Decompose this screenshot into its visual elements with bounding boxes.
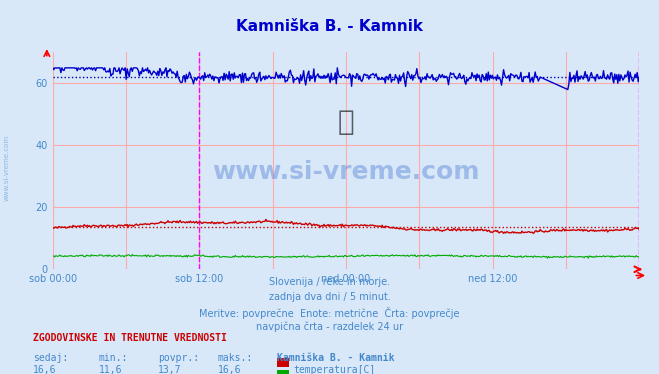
Text: 16,6: 16,6 [33,365,57,374]
Text: ZGODOVINSKE IN TRENUTNE VREDNOSTI: ZGODOVINSKE IN TRENUTNE VREDNOSTI [33,333,227,343]
Text: navpična črta - razdelek 24 ur: navpična črta - razdelek 24 ur [256,322,403,332]
Text: Kamniška B. - Kamnik: Kamniška B. - Kamnik [236,19,423,34]
Text: povpr.:: povpr.: [158,353,199,364]
Text: 11,6: 11,6 [99,365,123,374]
Text: www.si-vreme.com: www.si-vreme.com [3,135,10,201]
Text: sedaj:: sedaj: [33,353,68,364]
Text: Meritve: povprečne  Enote: metrične  Črta: povprečje: Meritve: povprečne Enote: metrične Črta:… [199,307,460,319]
Text: zadnja dva dni / 5 minut.: zadnja dva dni / 5 minut. [269,292,390,302]
Text: min.:: min.: [99,353,129,364]
Text: Slovenija / reke in morje.: Slovenija / reke in morje. [269,277,390,287]
Text: 🎨: 🎨 [337,108,355,136]
Text: maks.:: maks.: [217,353,252,364]
Text: www.si-vreme.com: www.si-vreme.com [212,160,480,184]
Text: Kamniška B. - Kamnik: Kamniška B. - Kamnik [277,353,394,364]
Text: 13,7: 13,7 [158,365,182,374]
Text: temperatura[C]: temperatura[C] [293,365,376,374]
Text: 16,6: 16,6 [217,365,241,374]
